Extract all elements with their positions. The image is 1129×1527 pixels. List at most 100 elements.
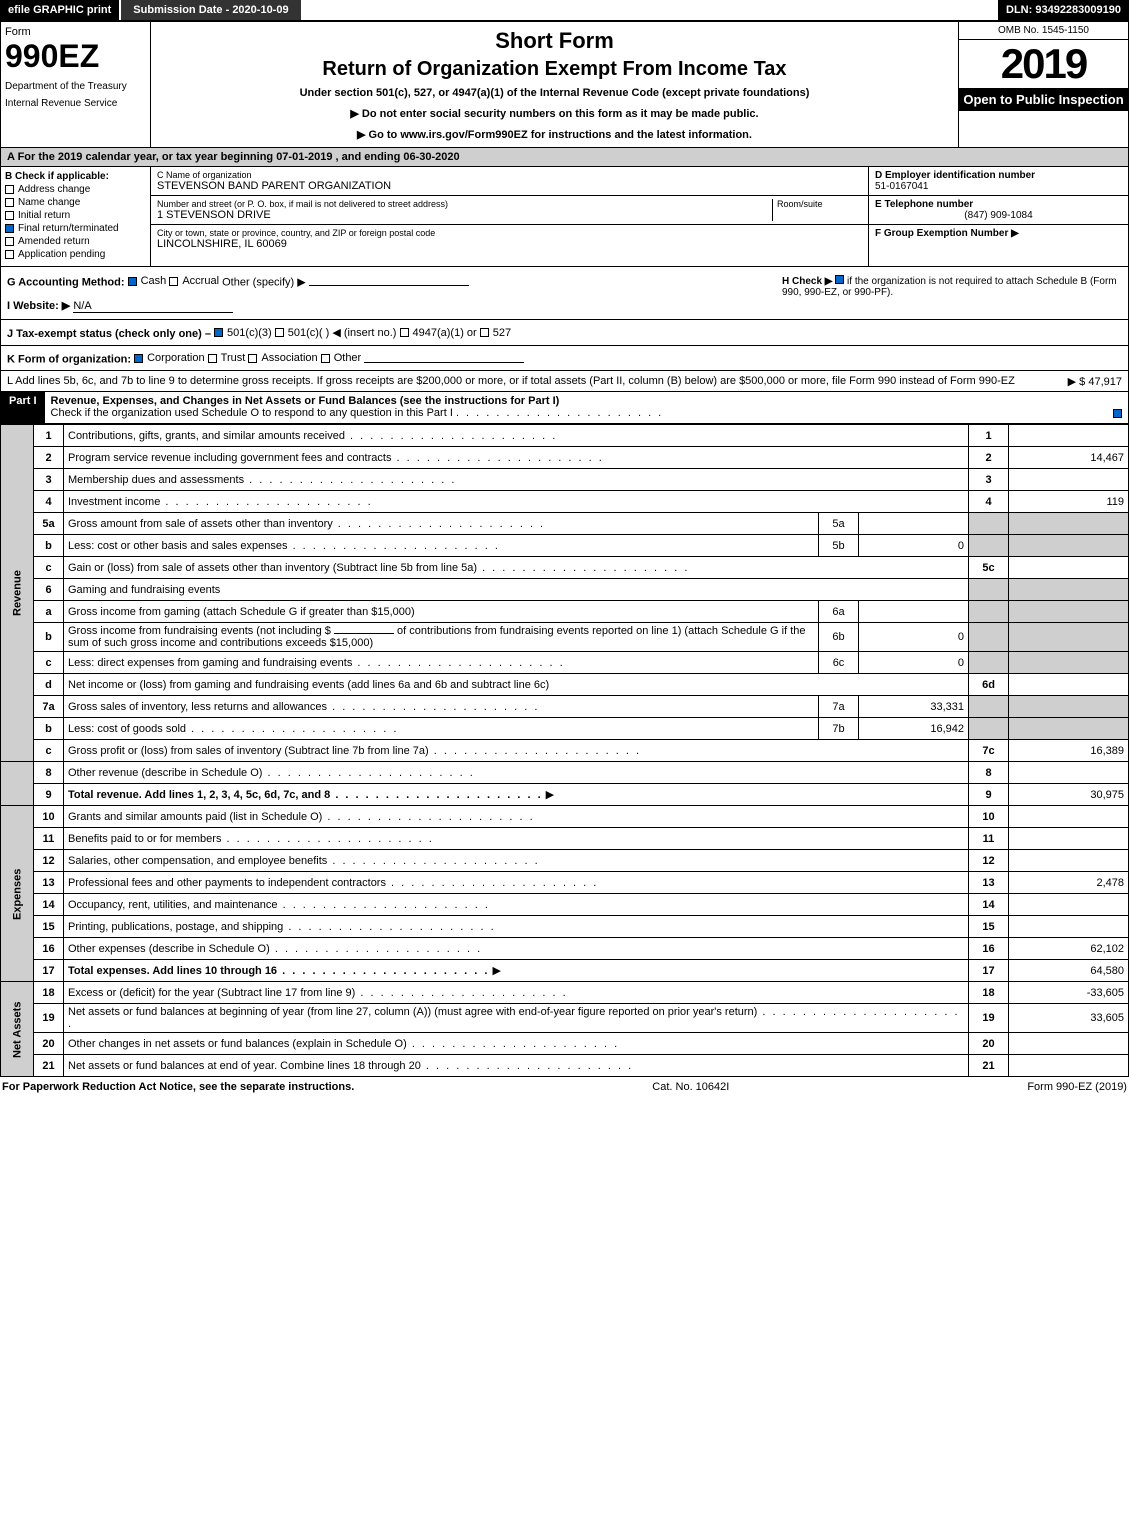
line-rn: 1 bbox=[969, 425, 1009, 447]
line-num: b bbox=[34, 535, 64, 557]
line-num: 18 bbox=[34, 982, 64, 1004]
line-rv bbox=[1009, 762, 1129, 784]
part1-header-row: Part I Revenue, Expenses, and Changes in… bbox=[0, 392, 1129, 424]
chk-corporation[interactable]: Corporation bbox=[134, 352, 204, 364]
table-row: b Less: cost of goods sold 7b 16,942 bbox=[1, 718, 1129, 740]
table-row: 16 Other expenses (describe in Schedule … bbox=[1, 938, 1129, 960]
line-num: 11 bbox=[34, 828, 64, 850]
other-org-input[interactable] bbox=[364, 362, 524, 363]
subline-val: 0 bbox=[859, 623, 969, 652]
line-rn: 21 bbox=[969, 1055, 1009, 1077]
street-label: Number and street (or P. O. box, if mail… bbox=[157, 199, 772, 209]
line-desc: Gross profit or (loss) from sales of inv… bbox=[68, 745, 641, 757]
ssn-warning: ▶ Do not enter social security numbers o… bbox=[161, 107, 948, 120]
chk-trust-label: Trust bbox=[221, 352, 246, 364]
chk-trust[interactable]: Trust bbox=[208, 352, 246, 364]
ein-label: D Employer identification number bbox=[875, 170, 1122, 181]
street-row: Number and street (or P. O. box, if mail… bbox=[151, 196, 868, 225]
chk-name-change[interactable]: Name change bbox=[5, 197, 146, 208]
line-desc: Benefits paid to or for members bbox=[68, 833, 434, 845]
subline-num: 6c bbox=[819, 652, 859, 674]
line-num: 16 bbox=[34, 938, 64, 960]
line-desc: Program service revenue including govern… bbox=[68, 452, 604, 464]
chk-501c3-label: 501(c)(3) bbox=[227, 327, 272, 339]
chk-address-change[interactable]: Address change bbox=[5, 184, 146, 195]
line-desc: Other expenses (describe in Schedule O) bbox=[68, 943, 482, 955]
chk-final-return-label: Final return/terminated bbox=[18, 223, 119, 234]
line-num: 17 bbox=[34, 960, 64, 982]
box-l: L Add lines 5b, 6c, and 7b to line 9 to … bbox=[0, 371, 1129, 392]
chk-final-return[interactable]: Final return/terminated bbox=[5, 223, 146, 234]
shade-cell bbox=[969, 696, 1009, 718]
line-desc: Total expenses. Add lines 10 through 16 bbox=[68, 965, 489, 977]
line-desc: Gaming and fundraising events bbox=[64, 579, 969, 601]
line-rv: 16,389 bbox=[1009, 740, 1129, 762]
line-6b-amount-input[interactable] bbox=[334, 633, 394, 634]
subline-num: 6a bbox=[819, 601, 859, 623]
line-rn: 10 bbox=[969, 806, 1009, 828]
line-rv bbox=[1009, 828, 1129, 850]
chk-527[interactable]: 527 bbox=[480, 327, 511, 339]
goto-link[interactable]: ▶ Go to www.irs.gov/Form990EZ for instru… bbox=[161, 128, 948, 141]
box-c: C Name of organization STEVENSON BAND PA… bbox=[151, 167, 868, 266]
table-row: 12 Salaries, other compensation, and emp… bbox=[1, 850, 1129, 872]
efile-label[interactable]: efile GRAPHIC print bbox=[0, 0, 119, 20]
line-rv bbox=[1009, 850, 1129, 872]
chk-cash[interactable]: Cash bbox=[128, 275, 167, 287]
line-rv bbox=[1009, 469, 1129, 491]
line-rv: -33,605 bbox=[1009, 982, 1129, 1004]
shade-cell bbox=[969, 623, 1009, 652]
line-num: 15 bbox=[34, 916, 64, 938]
line-rn: 9 bbox=[969, 784, 1009, 806]
chk-association[interactable]: Association bbox=[248, 352, 317, 364]
line-rv: 2,478 bbox=[1009, 872, 1129, 894]
line-rn: 19 bbox=[969, 1004, 1009, 1033]
chk-other-org-label: Other bbox=[334, 352, 362, 364]
footer-left: For Paperwork Reduction Act Notice, see … bbox=[2, 1081, 354, 1093]
chk-501c3[interactable]: 501(c)(3) bbox=[214, 327, 272, 339]
chk-application-pending[interactable]: Application pending bbox=[5, 249, 146, 260]
table-row: Revenue 1 Contributions, gifts, grants, … bbox=[1, 425, 1129, 447]
city-cell: City or town, state or province, country… bbox=[151, 225, 868, 253]
box-l-text: L Add lines 5b, 6c, and 7b to line 9 to … bbox=[7, 375, 1015, 387]
info-grid: B Check if applicable: Address change Na… bbox=[0, 167, 1129, 267]
chk-other-org[interactable]: Other bbox=[321, 352, 362, 364]
subline-val: 33,331 bbox=[859, 696, 969, 718]
chk-501c[interactable]: 501(c)( ) ◀ (insert no.) bbox=[275, 326, 397, 339]
open-to-public: Open to Public Inspection bbox=[959, 88, 1128, 111]
chk-schedule-o[interactable] bbox=[1113, 409, 1122, 418]
footer-cat: Cat. No. 10642I bbox=[652, 1081, 729, 1093]
form-header: Form 990EZ Department of the Treasury In… bbox=[0, 21, 1129, 148]
acct-other-input[interactable] bbox=[309, 285, 469, 286]
shade-cell bbox=[969, 652, 1009, 674]
chk-amended-return[interactable]: Amended return bbox=[5, 236, 146, 247]
group-exemption-cell: F Group Exemption Number ▶ bbox=[869, 225, 1128, 242]
chk-initial-return[interactable]: Initial return bbox=[5, 210, 146, 221]
chk-527-label: 527 bbox=[493, 327, 511, 339]
line-6b-d1: Gross income from fundraising events (no… bbox=[68, 625, 331, 637]
chk-4947[interactable]: 4947(a)(1) or bbox=[400, 327, 477, 339]
chk-accrual[interactable]: Accrual bbox=[169, 275, 219, 287]
line-rv bbox=[1009, 425, 1129, 447]
netassets-section-label: Net Assets bbox=[1, 982, 34, 1077]
line-rn: 4 bbox=[969, 491, 1009, 513]
line-rn: 5c bbox=[969, 557, 1009, 579]
subline-val: 16,942 bbox=[859, 718, 969, 740]
org-name-label: C Name of organization bbox=[157, 170, 862, 180]
shade-cell bbox=[1009, 696, 1129, 718]
revenue-section-label-2 bbox=[1, 762, 34, 806]
box-h: H Check ▶ if the organization is not req… bbox=[782, 273, 1122, 313]
line-desc: Salaries, other compensation, and employ… bbox=[68, 855, 540, 867]
table-row: c Gross profit or (loss) from sales of i… bbox=[1, 740, 1129, 762]
line-desc: Occupancy, rent, utilities, and maintena… bbox=[68, 899, 490, 911]
line-desc: Less: cost or other basis and sales expe… bbox=[68, 540, 500, 552]
box-g-label: G Accounting Method: bbox=[7, 277, 125, 289]
subline-val bbox=[859, 513, 969, 535]
line-desc: Contributions, gifts, grants, and simila… bbox=[68, 430, 557, 442]
accounting-method-row: G Accounting Method: Cash Accrual Other … bbox=[7, 273, 762, 289]
chk-schedule-b[interactable] bbox=[835, 275, 844, 284]
line-num: 10 bbox=[34, 806, 64, 828]
line-num: 14 bbox=[34, 894, 64, 916]
line-num: 21 bbox=[34, 1055, 64, 1077]
line-num: 4 bbox=[34, 491, 64, 513]
